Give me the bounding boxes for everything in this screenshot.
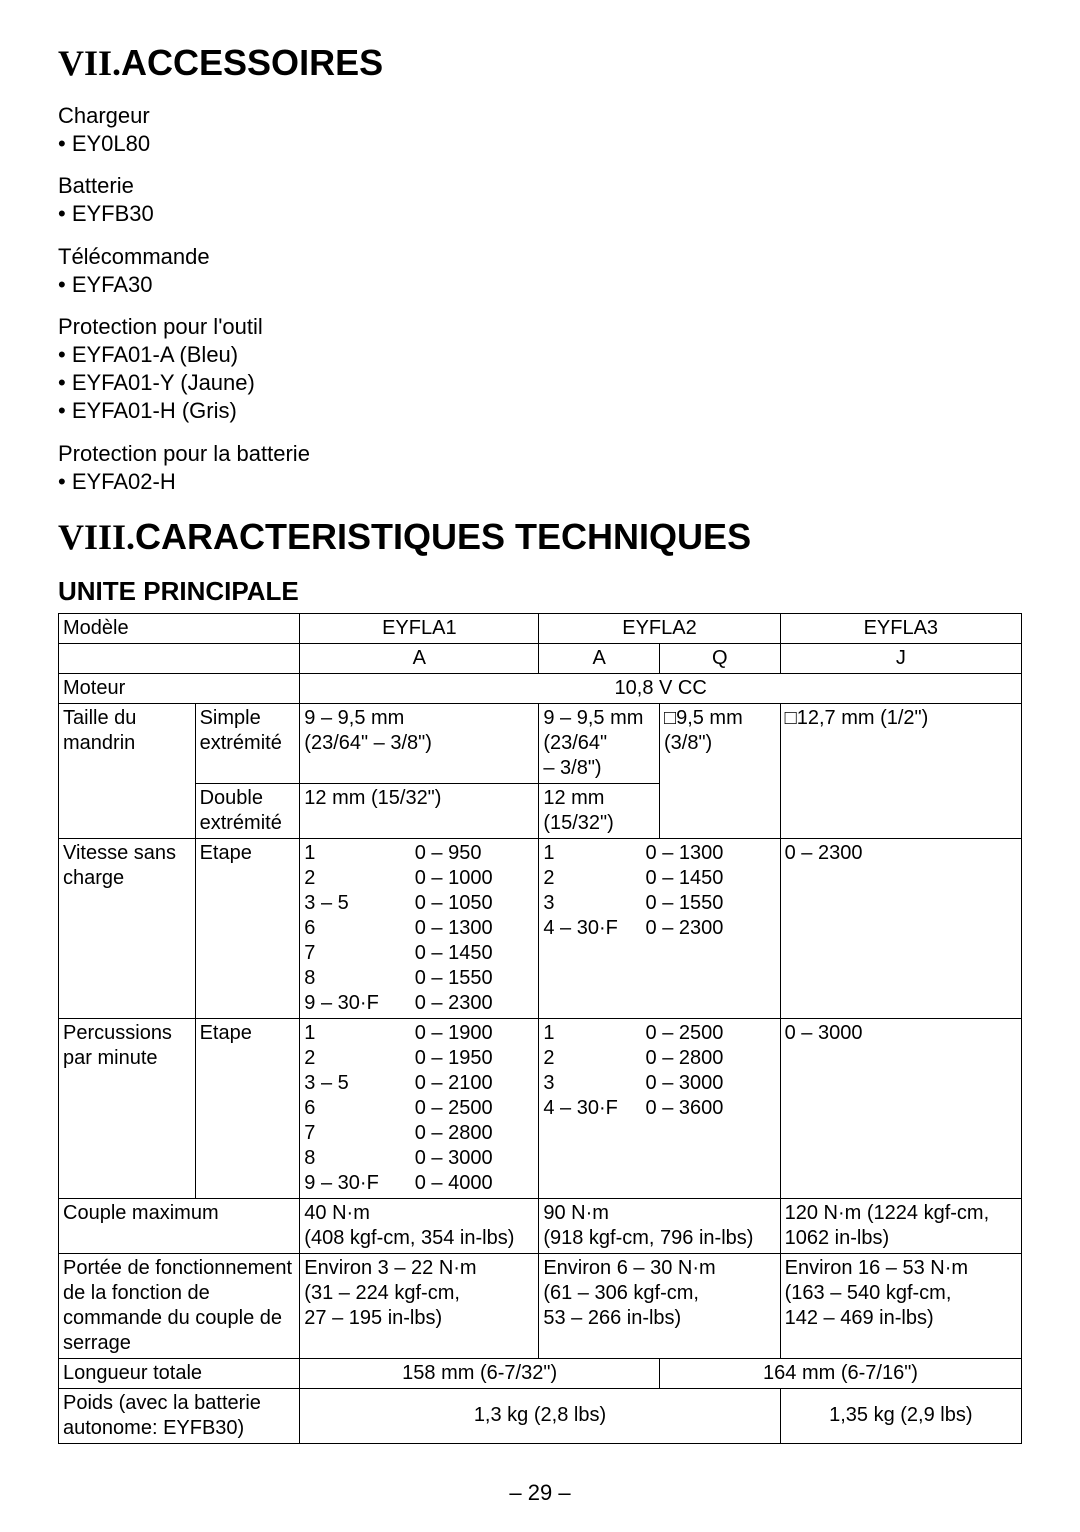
table-row: Modèle EYFLA1 EYFLA2 EYFLA3 <box>59 613 1022 643</box>
accessory-bullet: • EYFA01-A (Bleu) <box>58 341 1022 369</box>
poids-v2: 1,35 kg (2,9 lbs) <box>780 1388 1021 1443</box>
table-row: Moteur 10,8 V CC <box>59 673 1022 703</box>
portee-label: Portée de fonctionnement de la fonction … <box>59 1253 300 1358</box>
couple-a2-text: 90 N·m(918 kgf-cm, 796 in-lbs) <box>543 1202 753 1249</box>
section7-heading: VII.ACCESSOIRES <box>58 42 1022 84</box>
mandrin-label: Taille du mandrin <box>59 703 196 838</box>
mandrin-simple-q: □9,5 mm(3/8") <box>659 703 780 838</box>
accessory-bullet: • EYFA02-H <box>58 468 1022 496</box>
variant-1: A <box>300 643 539 673</box>
couple-label: Couple maximum <box>59 1198 300 1253</box>
poids-label: Poids (avec la batterie autonome: EYFB30… <box>59 1388 300 1443</box>
mandrin-simple-q-text: □9,5 mm(3/8") <box>664 707 743 754</box>
accessory-item: Chargeur• EY0L80 <box>58 102 1022 158</box>
portee-a2-text: Environ 6 – 30 N·m(61 – 306 kgf-cm,53 – … <box>543 1257 715 1329</box>
vitesse-a2: 1234 – 30·F 0 – 13000 – 14500 – 15500 – … <box>539 838 780 1018</box>
accessory-item: Protection pour l'outil• EYFA01-A (Bleu)… <box>58 313 1022 426</box>
table-row: Poids (avec la batterie autonome: EYFB30… <box>59 1388 1022 1443</box>
accessories-list: Chargeur• EY0L80 Batterie• EYFB30 Télécomm… <box>58 102 1022 496</box>
mandrin-simple-j: □12,7 mm (1/2") <box>780 703 1021 838</box>
percussions-j: 0 – 3000 <box>780 1018 1021 1198</box>
table-row: Percussions par minute Etape 123 – 56789… <box>59 1018 1022 1198</box>
couple-a1-text: 40 N·m(408 kgf-cm, 354 in-lbs) <box>304 1202 514 1249</box>
accessory-label: Protection pour l'outil <box>58 313 1022 341</box>
accessory-item: Batterie• EYFB30 <box>58 172 1022 228</box>
portee-a1-text: Environ 3 – 22 N·m(31 – 224 kgf-cm,27 – … <box>304 1257 476 1329</box>
mandrin-simple-a1: 9 – 9,5 mm(23/64" – 3/8") <box>300 703 539 783</box>
page-number: – 29 – <box>0 1480 1080 1506</box>
couple-a2: 90 N·m(918 kgf-cm, 796 in-lbs) <box>539 1198 780 1253</box>
longueur-v1: 158 mm (6-7/32") <box>300 1358 660 1388</box>
table-row: Longueur totale 158 mm (6-7/32") 164 mm … <box>59 1358 1022 1388</box>
table-row: Taille du mandrin Simple extrémité 9 – 9… <box>59 703 1022 783</box>
mandrin-simple-a2: 9 – 9,5 mm(23/64"– 3/8") <box>539 703 660 783</box>
model-1: EYFLA1 <box>300 613 539 643</box>
variant-2a: A <box>539 643 660 673</box>
couple-j: 120 N·m (1224 kgf-cm,1062 in-lbs) <box>780 1198 1021 1253</box>
mandrin-double-a1: 12 mm (15/32") <box>300 783 539 838</box>
variant-2q: Q <box>659 643 780 673</box>
couple-a1: 40 N·m(408 kgf-cm, 354 in-lbs) <box>300 1198 539 1253</box>
vitesse-label: Vitesse sans charge <box>59 838 196 1018</box>
mandrin-simple-a2-text: 9 – 9,5 mm(23/64"– 3/8") <box>543 707 643 779</box>
percussions-a2: 1234 – 30·F 0 – 25000 – 28000 – 30000 – … <box>539 1018 780 1198</box>
vitesse-etape: Etape <box>195 838 300 1018</box>
section7-roman: VII. <box>58 43 121 83</box>
section8-title: CARACTERISTIQUES TECHNIQUES <box>135 516 751 557</box>
variant-blank <box>59 643 300 673</box>
table-row: Vitesse sans charge Etape 123 – 56789 – … <box>59 838 1022 1018</box>
portee-a2: Environ 6 – 30 N·m(61 – 306 kgf-cm,53 – … <box>539 1253 780 1358</box>
modele-label: Modèle <box>59 613 300 643</box>
moteur-value: 10,8 V CC <box>300 673 1022 703</box>
section8-roman: VIII. <box>58 517 135 557</box>
percussions-a1: 123 – 56789 – 30·F 0 – 19000 – 19500 – 2… <box>300 1018 539 1198</box>
page: VII.ACCESSOIRES Chargeur• EY0L80 Batterie… <box>0 0 1080 1532</box>
percussions-label: Percussions par minute <box>59 1018 196 1198</box>
vitesse-j: 0 – 2300 <box>780 838 1021 1018</box>
accessory-label: Chargeur <box>58 102 1022 130</box>
portee-a1: Environ 3 – 22 N·m(31 – 224 kgf-cm,27 – … <box>300 1253 539 1358</box>
couple-j-text: 120 N·m (1224 kgf-cm,1062 in-lbs) <box>785 1202 990 1249</box>
accessory-label: Protection pour la batterie <box>58 440 1022 468</box>
accessory-bullet: • EYFA01-Y (Jaune) <box>58 369 1022 397</box>
accessory-bullet: • EYFA01-H (Gris) <box>58 397 1022 425</box>
accessory-label: Télécommande <box>58 243 1022 271</box>
accessory-item: Télécommande• EYFA30 <box>58 243 1022 299</box>
variant-3: J <box>780 643 1021 673</box>
accessory-item: Protection pour la batterie• EYFA02-H <box>58 440 1022 496</box>
section8-subtitle: UNITE PRINCIPALE <box>58 576 1022 607</box>
mandrin-double-a2: 12 mm(15/32") <box>539 783 660 838</box>
section8-heading: VIII.CARACTERISTIQUES TECHNIQUES <box>58 516 1022 558</box>
table-row: A A Q J <box>59 643 1022 673</box>
model-3: EYFLA3 <box>780 613 1021 643</box>
mandrin-double: Double extrémité <box>195 783 300 838</box>
poids-v1: 1,3 kg (2,8 lbs) <box>300 1388 780 1443</box>
portee-j: Environ 16 – 53 N·m(163 – 540 kgf-cm,142… <box>780 1253 1021 1358</box>
longueur-v2: 164 mm (6-7/16") <box>659 1358 1021 1388</box>
table-row: Couple maximum 40 N·m(408 kgf-cm, 354 in… <box>59 1198 1022 1253</box>
section7-title: ACCESSOIRES <box>121 42 383 83</box>
accessory-label: Batterie <box>58 172 1022 200</box>
mandrin-simple-j-text: □12,7 mm (1/2") <box>785 707 929 729</box>
accessory-bullet: • EY0L80 <box>58 130 1022 158</box>
vitesse-a1: 123 – 56789 – 30·F 0 – 9500 – 10000 – 10… <box>300 838 539 1018</box>
spec-table: Modèle EYFLA1 EYFLA2 EYFLA3 A A Q J Mote… <box>58 613 1022 1444</box>
moteur-label: Moteur <box>59 673 300 703</box>
portee-j-text: Environ 16 – 53 N·m(163 – 540 kgf-cm,142… <box>785 1257 968 1329</box>
model-2: EYFLA2 <box>539 613 780 643</box>
accessory-bullet: • EYFB30 <box>58 200 1022 228</box>
mandrin-simple: Simple extrémité <box>195 703 300 783</box>
mandrin-double-a2-text: 12 mm(15/32") <box>543 787 613 834</box>
longueur-label: Longueur totale <box>59 1358 300 1388</box>
percussions-etape: Etape <box>195 1018 300 1198</box>
mandrin-simple-a1-text: 9 – 9,5 mm(23/64" – 3/8") <box>304 707 432 754</box>
accessory-bullet: • EYFA30 <box>58 271 1022 299</box>
table-row: Portée de fonctionnement de la fonction … <box>59 1253 1022 1358</box>
